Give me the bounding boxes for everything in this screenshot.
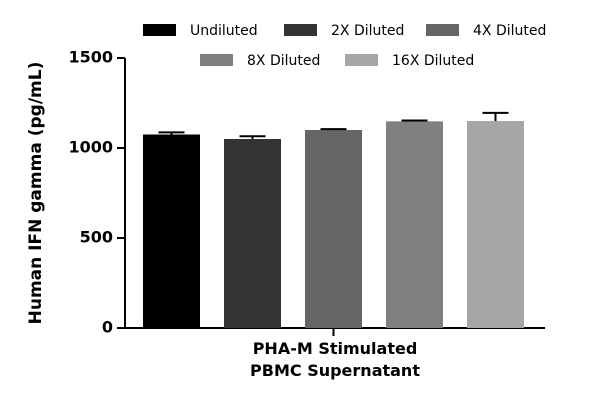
error-bar <box>320 128 347 131</box>
y-axis-label: Human IFN gamma (pg/mL) <box>26 62 46 325</box>
bar <box>305 130 362 328</box>
y-tick-label: 0 <box>102 318 113 337</box>
bar <box>467 121 524 328</box>
error-bar <box>401 119 428 122</box>
legend-swatch <box>200 54 233 66</box>
bar <box>224 139 281 328</box>
legend-label: 2X Diluted <box>331 23 404 39</box>
legend-label: 16X Diluted <box>392 53 474 69</box>
y-tick-label: 500 <box>80 228 113 247</box>
error-bar <box>482 111 509 121</box>
legend-label: 4X Diluted <box>473 23 546 39</box>
legend-label: 8X Diluted <box>247 53 320 69</box>
legend-swatch <box>143 24 176 36</box>
legend-swatch <box>284 24 317 36</box>
y-tick-label: 1500 <box>68 48 113 67</box>
error-bar <box>239 135 266 139</box>
bar <box>143 134 200 328</box>
legend-label: Undiluted <box>190 23 258 39</box>
bar <box>386 121 443 328</box>
y-tick-label: 1000 <box>68 138 113 157</box>
legend-swatch <box>345 54 378 66</box>
legend-swatch <box>426 24 459 36</box>
error-bar <box>158 131 185 135</box>
x-category-label: PHA-M Stimulated PBMC Supernatant <box>250 339 420 380</box>
